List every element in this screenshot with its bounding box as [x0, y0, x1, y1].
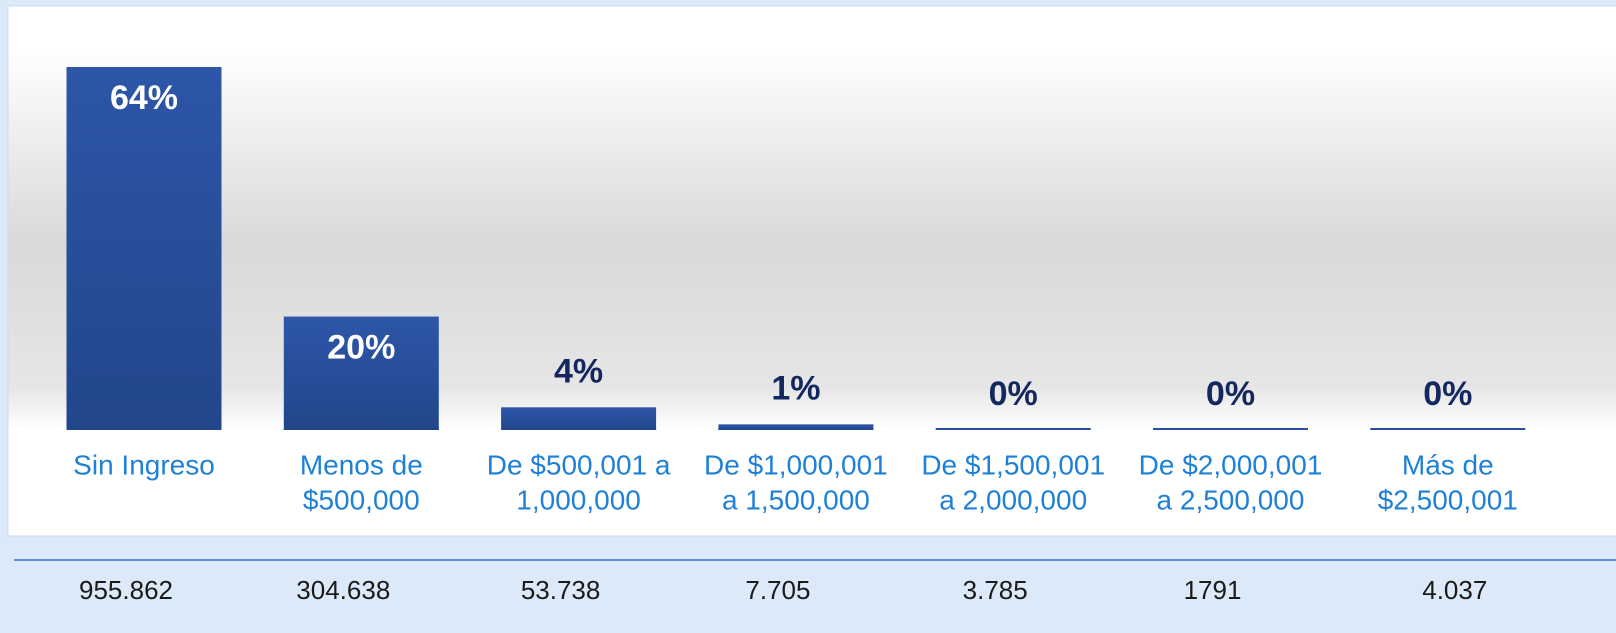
data-label: 4% [554, 352, 603, 390]
bar [66, 67, 222, 430]
plot-panel [7, 5, 1616, 537]
total-label: 4.037 [1422, 575, 1487, 605]
data-label: 1% [771, 369, 820, 407]
total-label: 3.785 [963, 575, 1028, 605]
data-label: 20% [327, 329, 395, 367]
x-tick-label: $500,000 [303, 484, 420, 515]
total-label: 1791 [1184, 575, 1242, 605]
bar [283, 316, 439, 430]
total-label: 955.862 [79, 575, 173, 605]
x-tick-label: $2,500,001 [1378, 484, 1518, 515]
x-tick-label: a 2,000,000 [939, 484, 1087, 515]
data-label: 0% [989, 375, 1038, 413]
x-tick-label: De $2,000,001 [1139, 449, 1323, 480]
data-label: 0% [1206, 375, 1255, 413]
x-tick-label: De $500,001 a [487, 449, 671, 480]
total-label: 7.705 [745, 575, 810, 605]
x-tick-label: 1,000,000 [516, 484, 641, 515]
bar [718, 424, 874, 430]
x-tick-label: De $1,500,001 [921, 449, 1105, 480]
total-label: 53.738 [521, 575, 601, 605]
x-tick-label: Sin Ingreso [73, 449, 215, 480]
bar [501, 407, 657, 430]
data-label: 0% [1423, 375, 1472, 413]
x-tick-label: a 2,500,000 [1157, 484, 1305, 515]
x-tick-label: Más de [1402, 449, 1494, 480]
x-tick-label: Menos de [300, 449, 423, 480]
data-label: 64% [110, 79, 178, 117]
total-label: 304.638 [296, 575, 390, 605]
x-tick-label: a 1,500,000 [722, 484, 870, 515]
x-tick-label: De $1,000,001 [704, 449, 888, 480]
